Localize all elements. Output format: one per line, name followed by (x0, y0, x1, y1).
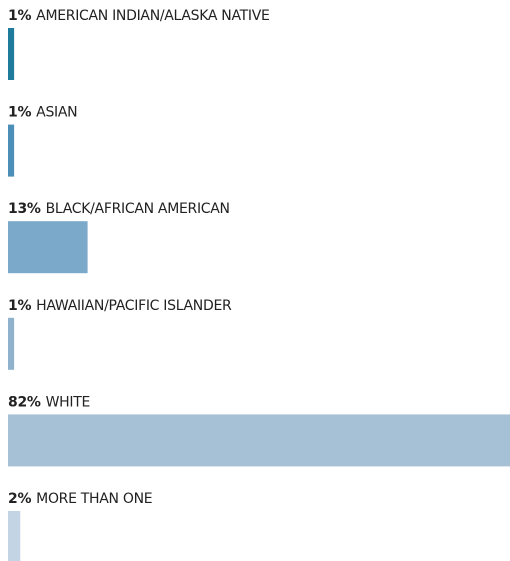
bar-label: 1% ASIAN (8, 105, 77, 121)
bar-label: 82% WHITE (8, 394, 90, 410)
category-label: AMERICAN INDIAN/ALASKA NATIVE (36, 8, 269, 24)
bar (8, 414, 510, 467)
bar-label: 1% HAWAIIAN/PACIFIC ISLANDER (8, 298, 232, 314)
category-label: ASIAN (36, 105, 77, 121)
value-label: 82% (8, 394, 41, 410)
bar (8, 317, 15, 370)
value-label: 1% (8, 298, 31, 314)
category-label: BLACK/AFRICAN AMERICAN (46, 201, 230, 217)
category-label: WHITE (46, 394, 90, 410)
bar (8, 221, 88, 274)
category-label: HAWAIIAN/PACIFIC ISLANDER (36, 298, 232, 314)
bar (8, 511, 21, 561)
category-label: MORE THAN ONE (36, 491, 152, 507)
bar-label: 13% BLACK/AFRICAN AMERICAN (8, 201, 230, 217)
value-label: 1% (8, 8, 31, 24)
bar (8, 124, 15, 177)
bar (8, 28, 15, 80)
value-label: 13% (8, 201, 41, 217)
value-label: 2% (8, 491, 31, 507)
bar-label: 1% AMERICAN INDIAN/ALASKA NATIVE (8, 8, 270, 24)
bar-label: 2% MORE THAN ONE (8, 491, 152, 507)
value-label: 1% (8, 105, 31, 121)
